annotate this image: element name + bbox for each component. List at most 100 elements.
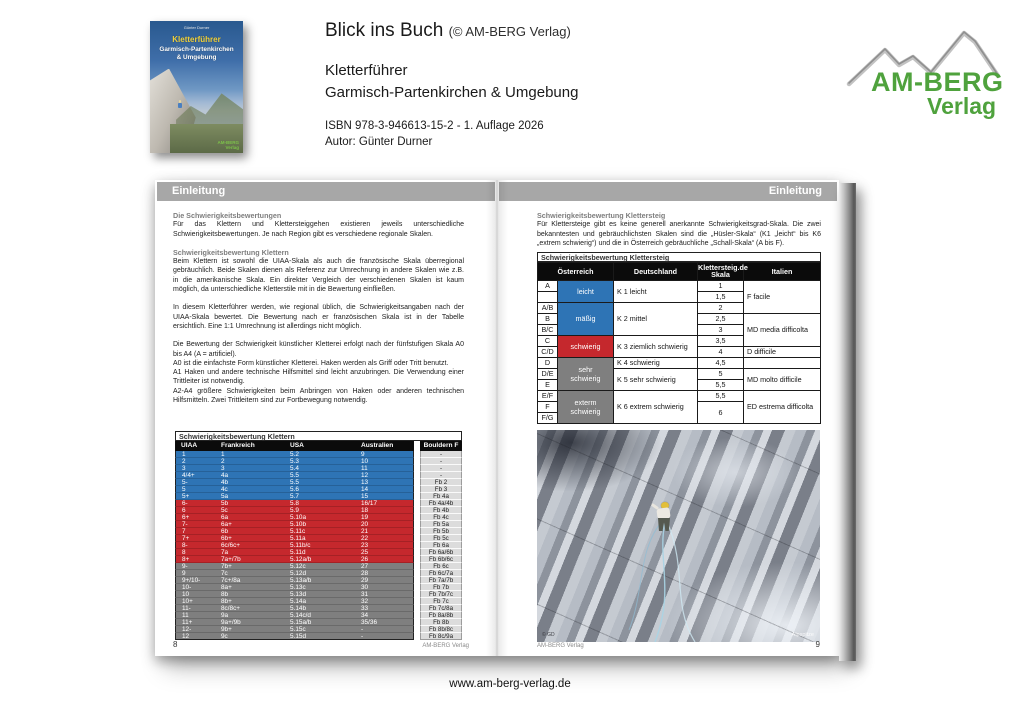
grade-row: 6 5c 5.9 18 Fb 4b — [175, 507, 462, 514]
via-ferrata-grades-table: Schwierigkeitsbewertung Klettersteig Öst… — [537, 252, 821, 424]
paragraph: Für das Klettern und Klettersteiggehen e… — [173, 221, 464, 238]
page-number: 8 — [173, 640, 178, 649]
book-meta: ISBN 978-3-946613-15-2 - 1. Auflage 2026… — [325, 118, 578, 150]
photo-caption: Alpspitze — [791, 632, 814, 638]
right-page-header-label: Einleitung — [768, 185, 822, 197]
mountain-ridge-icon: AM-BERG Verlag — [846, 30, 1003, 119]
right-page: Einleitung Schwierigkeitsbewertung Klett… — [497, 180, 839, 656]
paragraph: Die Bewertung der Schwierigkeit künstlic… — [173, 341, 464, 358]
grade-row: 11- 8c/8c+ 5.14b 33 Fb 7c/8a — [175, 605, 462, 612]
grade-row: D/E K 5 sehr schwierig 5 MD molto difficile — [537, 367, 821, 391]
page-title: Blick ins Buch (© AM-BERG Verlag) — [325, 20, 578, 42]
col-oesterreich: Österreich — [537, 262, 614, 281]
grade-row: E 5,5 — [537, 378, 821, 391]
paragraph: Beim Klettern ist sowohl die UIAA-Skala … — [173, 258, 464, 294]
photo-credit: © GD — [542, 632, 555, 638]
grade-row: A/B mäßig K 2 mittel 2 — [537, 301, 821, 336]
cover-valley — [170, 123, 243, 153]
cover-climber-body — [177, 103, 182, 109]
left-page-header-bar: Einleitung — [157, 182, 495, 201]
grade-row: B/C 3 — [537, 323, 821, 336]
col-australien: Australien — [355, 441, 414, 451]
grade-row: 4/4+ 4a 5.5 12- — [175, 472, 462, 479]
section-heading: Schwierigkeitsbewertung Klettersteig — [537, 211, 666, 220]
climber-torso — [656, 507, 671, 520]
publisher-logo: AM-BERG Verlag — [845, 22, 1003, 120]
isbn-line: ISBN 978-3-946613-15-2 - 1. Auflage 2026 — [325, 120, 544, 132]
climber-helmet — [661, 502, 669, 509]
grade-row: 5 4c 5.6 14 Fb 3 — [175, 486, 462, 493]
right-page-text: Schwierigkeitsbewertung Klettersteig Für… — [537, 211, 821, 248]
climbing-photo: © GD Alpspitze — [537, 430, 820, 642]
page-title-copyright: (© AM-BERG Verlag) — [448, 24, 571, 39]
cover-subtitle-line1: Garmisch-Partenkirchen — [159, 46, 234, 53]
paragraph: A1 Haken und andere technische Hilfsmitt… — [173, 369, 464, 386]
table-body: 1 1 5.2 9-2 2 5.3 10-3 3 5.4 11-4/4+ 4a 5.5 12-5- 4b 5… — [175, 451, 462, 640]
page-number: 9 — [815, 640, 820, 649]
grade-row: 6+ 6a 5.10a 19 Fb 4c — [175, 514, 462, 521]
book-title-line2: Garmisch-Partenkirchen & Umgebung — [325, 84, 579, 101]
col-uiaa: UIAA — [175, 441, 215, 451]
header-title-block: Blick ins Buch (© AM-BERG Verlag) Klette… — [325, 20, 578, 150]
climbing-ropes — [628, 519, 696, 642]
book-title: Kletterführer Garmisch-Partenkirchen & U… — [325, 60, 578, 104]
grade-row: 5+ 5a 5.7 15 Fb 4a — [175, 493, 462, 500]
cover-subtitle: Garmisch-Partenkirchen & Umgebung — [150, 46, 243, 63]
section-heading: Schwierigkeitsbewertung Klettern — [173, 247, 289, 257]
page-stack-edge — [839, 183, 856, 661]
website-link[interactable]: www.am-berg-verlag.de — [449, 678, 571, 690]
right-page-header-bar: Einleitung — [499, 182, 837, 201]
grade-row: 12 9c 5.15d - Fb 8c/9a — [175, 633, 462, 640]
grade-row: 7 6b 5.11c 21 Fb 5b — [175, 528, 462, 535]
grade-row: E/F exterm schwierig K 6 extrem schwierig 5… — [537, 389, 821, 424]
table-caption: Schwierigkeitsbewertung Klettern — [175, 431, 462, 441]
publisher-footer: AM-BERG Verlag — [537, 643, 584, 649]
grade-row: 10- 8a+ 5.13c 30 Fb 7b — [175, 584, 462, 591]
grade-row: F/G — [537, 411, 821, 424]
paragraph: A0 ist die einfachste Form künstlicher K… — [173, 359, 449, 367]
author-line: Autor: Günter Durner — [325, 136, 433, 148]
left-page-header-label: Einleitung — [172, 185, 226, 197]
grade-row: 6- 5b 5.8 16/17 Fb 4a/4b — [175, 500, 462, 507]
publisher-footer: AM-BERG Verlag — [422, 643, 469, 649]
book-spread: Einleitung Die Schwierigkeitsbewertungen… — [155, 180, 856, 661]
grade-row: 5- 4b 5.5 13 Fb 2 — [175, 479, 462, 486]
col-frankreich: Frankreich — [215, 441, 284, 451]
table-caption: Schwierigkeitsbewertung Klettersteig — [537, 252, 821, 262]
book-title-line1: Kletterführer — [325, 62, 408, 79]
grade-row: 7- 6a+ 5.10b 20 Fb 5a — [175, 521, 462, 528]
cover-climber — [178, 100, 182, 103]
left-page: Einleitung Die Schwierigkeitsbewertungen… — [155, 180, 497, 656]
col-klettersteig-skala: Klettersteig.de Skala — [697, 262, 748, 281]
grade-row: 9+/10- 7c+/8a 5.13a/b 29 Fb 7a/7b — [175, 577, 462, 584]
paragraph: A2-A4 größere Schwierigkeiten beim Anbri… — [173, 387, 464, 405]
table: Österreich Deutschland Klettersteig.de Sk… — [537, 262, 821, 424]
cover-title: Kletterführer — [172, 35, 221, 44]
grade-row: 11 9a 5.14c/d 34 Fb 8a/8b — [175, 612, 462, 619]
grade-row: 1 1 5.2 9- — [175, 451, 462, 458]
grade-row: 10+ 8b+ 5.14a 32 Fb 7c — [175, 598, 462, 605]
logo-text-verlag: Verlag — [927, 93, 996, 119]
grade-row: 8+ 7a+/7b 5.12a/b 26 Fb 6b/6c — [175, 556, 462, 563]
left-page-text: Die Schwierigkeitsbewertungen Für das Kle… — [173, 211, 464, 405]
cover-subtitle-line2: & Umgebung — [176, 54, 217, 62]
paragraph: In diesem Kletterführer werden, wie regi… — [173, 304, 464, 330]
col-usa: USA — [284, 441, 355, 451]
col-bouldern: Bouldern F — [420, 441, 462, 451]
grade-row: 8 7a 5.11d 25 Fb 6a/6b — [175, 549, 462, 556]
cover-author: Günter Durner — [183, 25, 210, 30]
book-cover-thumbnail: Günter Durner Kletterführer Garmisch-Par… — [150, 21, 243, 153]
grade-row: 7+ 6b+ 5.11a 22 Fb 5c — [175, 535, 462, 542]
table-header-row: Österreich Deutschland Klettersteig.de Sk… — [537, 262, 821, 281]
left-page-footer: 8 AM-BERG Verlag — [173, 640, 469, 649]
grade-row: 9- 7b+ 5.12c 27 Fb 6c — [175, 563, 462, 570]
table-header-row: UIAA Frankreich USA Australien Bouldern … — [175, 441, 462, 451]
grade-row: 12- 9b+ 5.15c - Fb 8b/8c — [175, 626, 462, 633]
grade-row: 9 7c 5.12d 28 Fb 6c/7a — [175, 570, 462, 577]
section-heading: Die Schwierigkeitsbewertungen — [173, 211, 282, 220]
right-page-footer: AM-BERG Verlag 9 — [537, 640, 820, 649]
